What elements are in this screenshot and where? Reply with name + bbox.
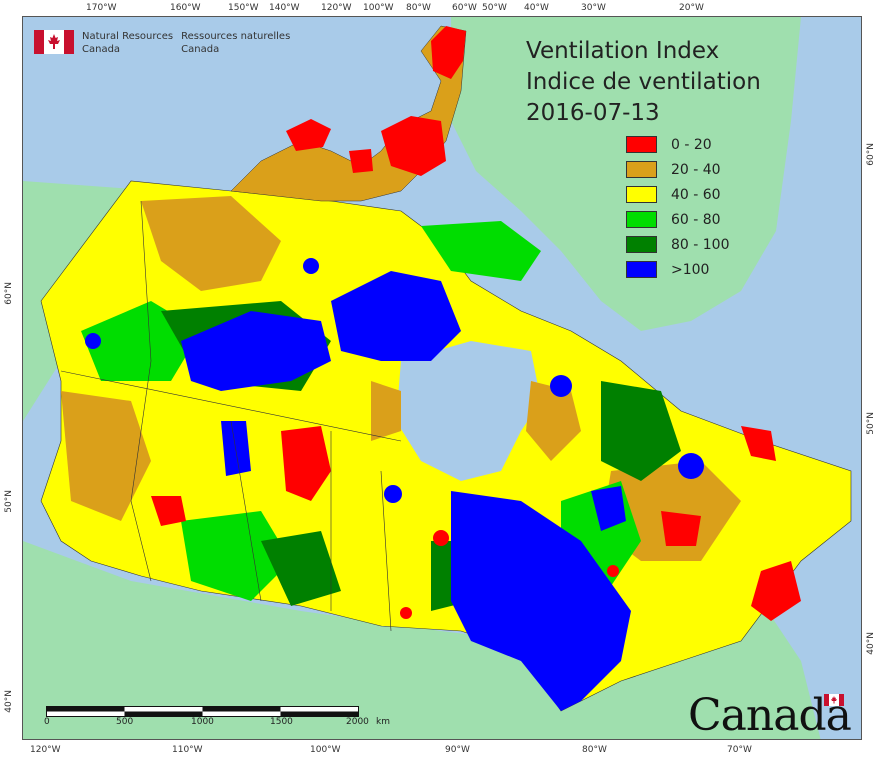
legend-label: 20 - 40 bbox=[671, 161, 721, 178]
top-tick: 50°W bbox=[482, 3, 507, 13]
scale-label: 500 bbox=[116, 717, 134, 727]
map-title-en: Ventilation Index bbox=[526, 38, 720, 64]
bottom-tick: 90°W bbox=[445, 745, 470, 755]
legend-item: 60 - 80 bbox=[626, 207, 730, 232]
legend-swatch bbox=[626, 211, 657, 228]
zone-20-40 bbox=[526, 381, 581, 461]
legend-item: 80 - 100 bbox=[626, 232, 730, 257]
zone-0-20 bbox=[400, 607, 412, 619]
bottom-tick: 80°W bbox=[582, 745, 607, 755]
agency-name-fr-line1: Ressources naturelles bbox=[181, 31, 291, 42]
top-tick: 120°W bbox=[321, 3, 352, 13]
legend-item: 20 - 40 bbox=[626, 157, 730, 182]
top-tick: 30°W bbox=[581, 3, 606, 13]
zone-0-20 bbox=[741, 426, 776, 461]
legend-label: 60 - 80 bbox=[671, 211, 721, 228]
scale-label: 2000 bbox=[346, 717, 369, 727]
zone-60-80 bbox=[181, 511, 291, 601]
left-tick: 60°N bbox=[4, 282, 14, 305]
legend-label: 0 - 20 bbox=[671, 136, 712, 153]
legend-item: 40 - 60 bbox=[626, 182, 730, 207]
zone-over-100 bbox=[303, 258, 319, 274]
zone-over-100 bbox=[451, 491, 631, 711]
hudson-bay bbox=[396, 341, 541, 481]
top-tick: 80°W bbox=[406, 3, 431, 13]
top-tick: 170°W bbox=[86, 3, 117, 13]
legend: 0 - 20 20 - 40 40 - 60 60 - 80 80 - 100 … bbox=[626, 132, 730, 282]
agency-name-fr-line2: Canada bbox=[181, 44, 220, 55]
top-tick: 140°W bbox=[269, 3, 300, 13]
top-tick: 150°W bbox=[228, 3, 259, 13]
map-title-fr: Indice de ventilation bbox=[526, 69, 761, 95]
scale-unit: km bbox=[376, 717, 390, 727]
zone-0-20 bbox=[607, 565, 619, 577]
legend-swatch bbox=[626, 261, 657, 278]
bottom-tick: 110°W bbox=[172, 745, 203, 755]
arctic-red-patch bbox=[286, 119, 331, 151]
zone-0-20 bbox=[661, 511, 701, 546]
ellesmere-island bbox=[431, 26, 466, 79]
legend-swatch bbox=[626, 186, 657, 203]
zone-20-40 bbox=[61, 391, 151, 521]
zone-0-20 bbox=[281, 426, 331, 501]
legend-item: >100 bbox=[626, 257, 730, 282]
zone-over-100 bbox=[591, 486, 626, 531]
bottom-tick: 70°W bbox=[727, 745, 752, 755]
right-tick: 50°N bbox=[866, 412, 876, 435]
scale-bar: 0 500 1000 1500 2000 km bbox=[44, 703, 390, 727]
top-tick: 100°W bbox=[363, 3, 394, 13]
legend-swatch bbox=[626, 161, 657, 178]
agency-identifier: Natural Resources Canada Ressources natu… bbox=[34, 30, 290, 56]
legend-swatch bbox=[626, 136, 657, 153]
right-tick: 60°N bbox=[866, 143, 876, 166]
zone-over-100 bbox=[550, 375, 572, 397]
zone-over-100 bbox=[221, 421, 251, 476]
zone-80-100 bbox=[601, 381, 681, 481]
wordmark-flag-icon bbox=[824, 694, 844, 706]
map-title: Ventilation Index Indice de ventilation … bbox=[526, 36, 761, 129]
bottom-tick: 100°W bbox=[310, 745, 341, 755]
zone-80-100 bbox=[261, 531, 341, 606]
top-tick: 20°W bbox=[679, 3, 704, 13]
arctic-red-patch bbox=[349, 149, 373, 173]
top-tick: 160°W bbox=[170, 3, 201, 13]
agency-name-en-line2: Canada bbox=[82, 44, 121, 55]
usa-landmass bbox=[23, 541, 821, 739]
legend-item: 0 - 20 bbox=[626, 132, 730, 157]
legend-swatch bbox=[626, 236, 657, 253]
top-tick: 40°W bbox=[524, 3, 549, 13]
legend-label: 80 - 100 bbox=[671, 236, 730, 253]
zone-over-100 bbox=[331, 271, 461, 361]
zone-0-20 bbox=[151, 496, 186, 526]
left-tick: 40°N bbox=[4, 690, 14, 713]
canada-flag-icon bbox=[34, 30, 74, 54]
scale-label: 1000 bbox=[191, 717, 214, 727]
left-tick: 50°N bbox=[4, 490, 14, 513]
zone-over-100 bbox=[181, 311, 331, 391]
arctic-red-patch bbox=[381, 116, 446, 176]
zone-over-100 bbox=[85, 333, 101, 349]
agency-name-en-line1: Natural Resources bbox=[82, 31, 174, 42]
zone-20-40 bbox=[371, 381, 401, 441]
right-tick: 40°N bbox=[866, 632, 876, 655]
zone-over-100 bbox=[678, 453, 704, 479]
top-tick: 60°W bbox=[452, 3, 477, 13]
agency-name-fr: Ressources naturelles Canada bbox=[181, 30, 290, 56]
zone-0-20 bbox=[433, 530, 449, 546]
zone-over-100 bbox=[384, 485, 402, 503]
zone-20-40 bbox=[141, 196, 281, 291]
agency-name-en: Natural Resources Canada bbox=[82, 30, 173, 56]
province-borders bbox=[60, 200, 402, 632]
zone-60-80 bbox=[421, 221, 541, 281]
scale-label: 1500 bbox=[270, 717, 293, 727]
canada-wordmark: Canada bbox=[688, 690, 852, 741]
legend-label: 40 - 60 bbox=[671, 186, 721, 203]
zone-0-20 bbox=[751, 561, 801, 621]
map-date: 2016-07-13 bbox=[526, 100, 660, 126]
scale-bar-graphic bbox=[46, 706, 359, 717]
bottom-tick: 120°W bbox=[30, 745, 61, 755]
legend-label: >100 bbox=[671, 261, 710, 278]
scale-label: 0 bbox=[44, 717, 50, 727]
